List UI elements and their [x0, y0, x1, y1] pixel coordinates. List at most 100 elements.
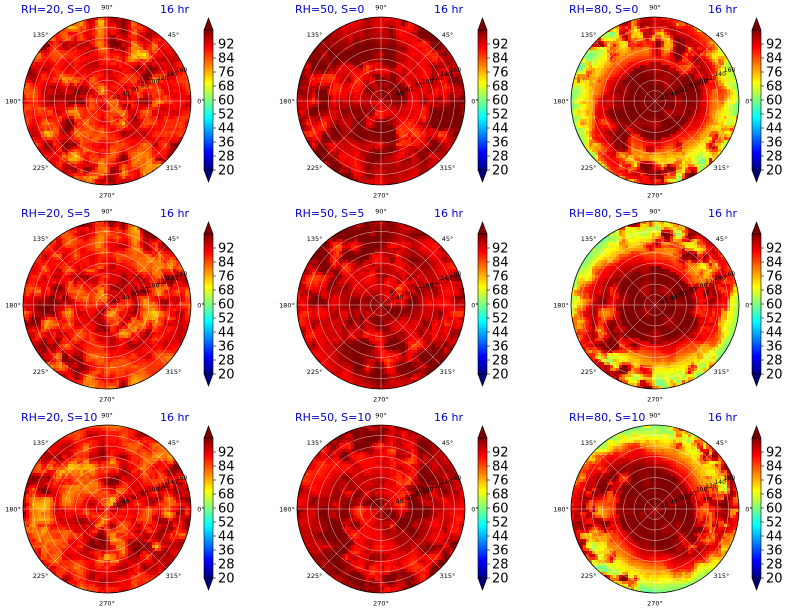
angle-tick-label: 0° [471, 98, 478, 106]
angle-tick-label: 270° [99, 192, 115, 200]
panel-title-left: RH=50, S=10 [295, 411, 371, 424]
radial-tick-label: 160 [176, 475, 188, 482]
colorbar-tick-label: 44 [492, 122, 509, 137]
angle-tick-label: 135° [33, 439, 49, 447]
colorbar-extend-min [751, 577, 762, 591]
angle-tick-label: 90° [649, 4, 661, 12]
angle-tick-label: 225° [307, 164, 323, 172]
colorbar-tick-label: 84 [766, 460, 783, 475]
colorbar-tick-label: 28 [492, 150, 509, 165]
radial-tick-label: 40 [122, 294, 130, 301]
colorbar-tick-label: 92 [766, 38, 783, 53]
angle-tick-label: 315° [440, 368, 456, 376]
colorbar-tick-label: 92 [218, 38, 235, 53]
angle-tick-label: 135° [307, 439, 323, 447]
polar-grid [571, 425, 739, 593]
panel-title-left: RH=80, S=0 [569, 3, 638, 16]
radial-tick-label: 100 [148, 79, 160, 86]
radial-tick-label: 120 [705, 75, 717, 82]
polar-frame [570, 220, 740, 390]
angle-tick-label: 135° [307, 235, 323, 243]
radial-tick-label: 120 [431, 279, 443, 286]
radial-tick-label: 80 [140, 83, 148, 90]
angle-tick-label: 90° [649, 412, 661, 420]
colorbar-tick-label: 76 [218, 474, 235, 489]
angle-tick-label: 0° [745, 98, 752, 106]
angle-tick-label: 180° [5, 506, 21, 514]
panel-title-right: 16 hr [708, 411, 737, 424]
radial-tick-label: 100 [422, 487, 434, 494]
colorbar-tick-label: 44 [218, 530, 235, 545]
angle-tick-label: 315° [166, 164, 182, 172]
radial-tick-label: 140 [440, 275, 452, 282]
angle-tick-label: 270° [647, 192, 663, 200]
radial-tick-label: 60 [679, 86, 687, 93]
polar-frame [22, 16, 192, 186]
angle-tick-label: 45° [716, 439, 728, 447]
radial-tick-label: 80 [414, 287, 422, 294]
angle-tick-label: 225° [33, 572, 49, 580]
colorbar-tick-label: 60 [766, 502, 783, 517]
radial-tick-label: 60 [131, 494, 139, 501]
angle-tick-label: 135° [581, 439, 597, 447]
colorbar-gradient [477, 29, 488, 171]
colorbar-tick-label: 84 [218, 460, 235, 475]
angle-tick-label: 225° [581, 572, 597, 580]
angle-tick-label: 90° [649, 208, 661, 216]
colorbar-gradient [203, 29, 214, 171]
radial-tick-label: 40 [396, 90, 404, 97]
radial-tick-label: 100 [422, 79, 434, 86]
panel-title-right: 16 hr [160, 207, 189, 220]
radial-tick-label: 80 [688, 491, 696, 498]
colorbar-tick-label: 28 [492, 354, 509, 369]
radial-tick-label: 40 [670, 90, 678, 97]
colorbar-tick-label: 44 [492, 530, 509, 545]
colorbar-tick-label: 68 [218, 488, 235, 503]
radial-tick-label: 20 [386, 94, 394, 101]
colorbar-tick-label: 76 [766, 270, 783, 285]
angle-tick-label: 90° [101, 412, 113, 420]
radial-tick-label: 160 [450, 271, 462, 278]
colorbar-tick-label: 36 [766, 136, 783, 151]
angle-tick-label: 180° [553, 506, 569, 514]
colorbar-tick-label: 44 [766, 326, 783, 341]
colorbar-extend-max [203, 17, 214, 31]
colorbar-tick-label: 60 [492, 94, 509, 109]
radial-tick-label: 80 [414, 83, 422, 90]
colorbar-extend-min [477, 169, 488, 183]
colorbar-gradient [751, 233, 762, 375]
angle-tick-label: 90° [101, 208, 113, 216]
angle-tick-label: 0° [745, 506, 752, 514]
colorbar-tick-label: 76 [492, 66, 509, 81]
colorbar-gradient [477, 437, 488, 579]
colorbar-tick-label: 44 [766, 122, 783, 137]
angle-tick-label: 225° [33, 164, 49, 172]
radial-tick-label: 160 [450, 475, 462, 482]
radial-tick-label: 140 [714, 71, 726, 78]
colorbar-tick-label: 52 [218, 108, 235, 123]
colorbar-tick-label: 76 [218, 66, 235, 81]
radial-tick-label: 160 [724, 67, 736, 74]
radial-tick-label: 20 [112, 502, 120, 509]
polar-grid [297, 17, 465, 185]
colorbar-gradient [477, 233, 488, 375]
radial-tick-label: 40 [670, 294, 678, 301]
panel-title-left: RH=80, S=10 [569, 411, 645, 424]
angle-tick-label: 90° [375, 4, 387, 12]
radial-tick-label: 100 [148, 283, 160, 290]
angle-tick-label: 270° [99, 600, 115, 608]
radial-tick-label: 160 [176, 67, 188, 74]
radial-tick-label: 140 [714, 275, 726, 282]
radial-tick-label: 60 [131, 290, 139, 297]
angle-tick-label: 0° [745, 302, 752, 310]
polar-frame [570, 424, 740, 594]
radial-tick-label: 20 [112, 298, 120, 305]
